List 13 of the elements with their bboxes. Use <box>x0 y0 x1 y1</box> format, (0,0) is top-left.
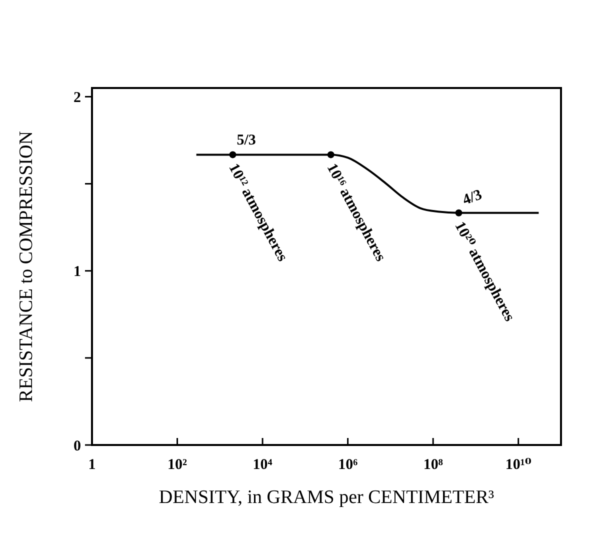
annotation: 5/3 <box>236 132 256 149</box>
x-tick-label: 10⁸ <box>423 457 444 473</box>
x-tick-label: 10² <box>168 457 188 473</box>
x-tick-label: 10⁴ <box>252 457 273 473</box>
y-axis-title: RESISTANCE to COMPRESSION <box>16 130 37 402</box>
x-tick-label: 10⁶ <box>338 457 358 473</box>
y-tick-label: 2 <box>74 90 81 106</box>
x-tick-label: 1 <box>88 457 96 473</box>
y-tick-label: 0 <box>74 438 81 454</box>
x-tick-label: 10¹⁰ <box>505 457 532 473</box>
annotation: 4/3 <box>460 187 484 209</box>
x-axis-title: DENSITY, in GRAMS per CENTIMETER³ <box>158 487 494 508</box>
y-tick-label: 1 <box>74 264 81 280</box>
